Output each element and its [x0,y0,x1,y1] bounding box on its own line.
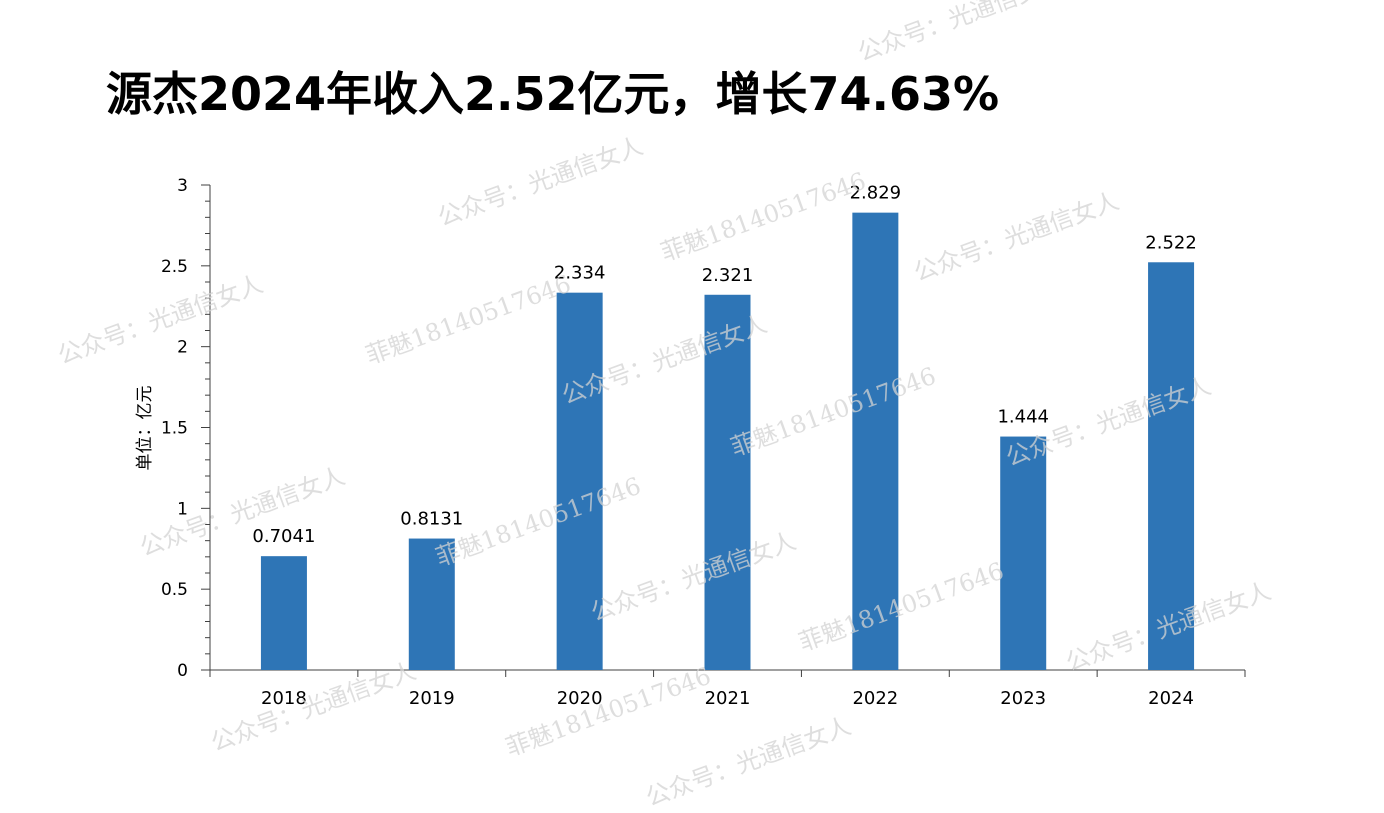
x-tick-label: 2018 [261,688,307,709]
page-title: 源杰2024年收入2.52亿元，增长74.63% [106,67,1000,121]
y-tick-label: 3 [177,176,188,196]
bar-2018 [260,556,307,670]
bar-2021 [704,294,751,670]
bar-2019 [408,538,455,670]
y-axis-label: 单位：亿元 [135,386,155,471]
bar-2024 [1148,262,1195,670]
data-label: 0.8131 [400,509,463,530]
data-label: 1.444 [997,407,1049,428]
data-label: 2.829 [850,183,902,204]
data-label: 2.334 [554,263,606,284]
chart-axes: 0 0.5 1 1.5 2 2.5 3 2018 2019 2020 2021 2022 2023 202… [161,176,1246,709]
x-tick-label: 2020 [557,688,603,709]
chart-bars [260,212,1195,670]
chart-data-labels: 0.7041 0.8131 2.334 2.321 2.829 1.444 2.522 [252,183,1196,548]
x-tick-label: 2019 [409,688,455,709]
y-tick-label: 1 [177,499,188,519]
y-tick-label: 0 [177,661,188,681]
data-label: 0.7041 [252,526,315,547]
revenue-bar-chart: 0 0.5 1 1.5 2 2.5 3 2018 2019 2020 2021 2022 2023 202… [135,176,1246,709]
y-tick-label: 2 [177,338,188,358]
y-tick-label: 0.5 [161,580,188,600]
bar-2022 [852,212,899,670]
data-label: 2.522 [1145,232,1197,253]
y-tick-label: 2.5 [161,257,188,277]
x-tick-label: 2022 [852,688,898,709]
data-label: 2.321 [702,265,754,286]
bar-2020 [556,292,603,670]
x-tick-label: 2021 [705,688,751,709]
x-tick-label: 2023 [1000,688,1046,709]
y-tick-label: 1.5 [161,419,188,439]
x-tick-label: 2024 [1148,688,1194,709]
bar-2023 [1000,436,1047,670]
